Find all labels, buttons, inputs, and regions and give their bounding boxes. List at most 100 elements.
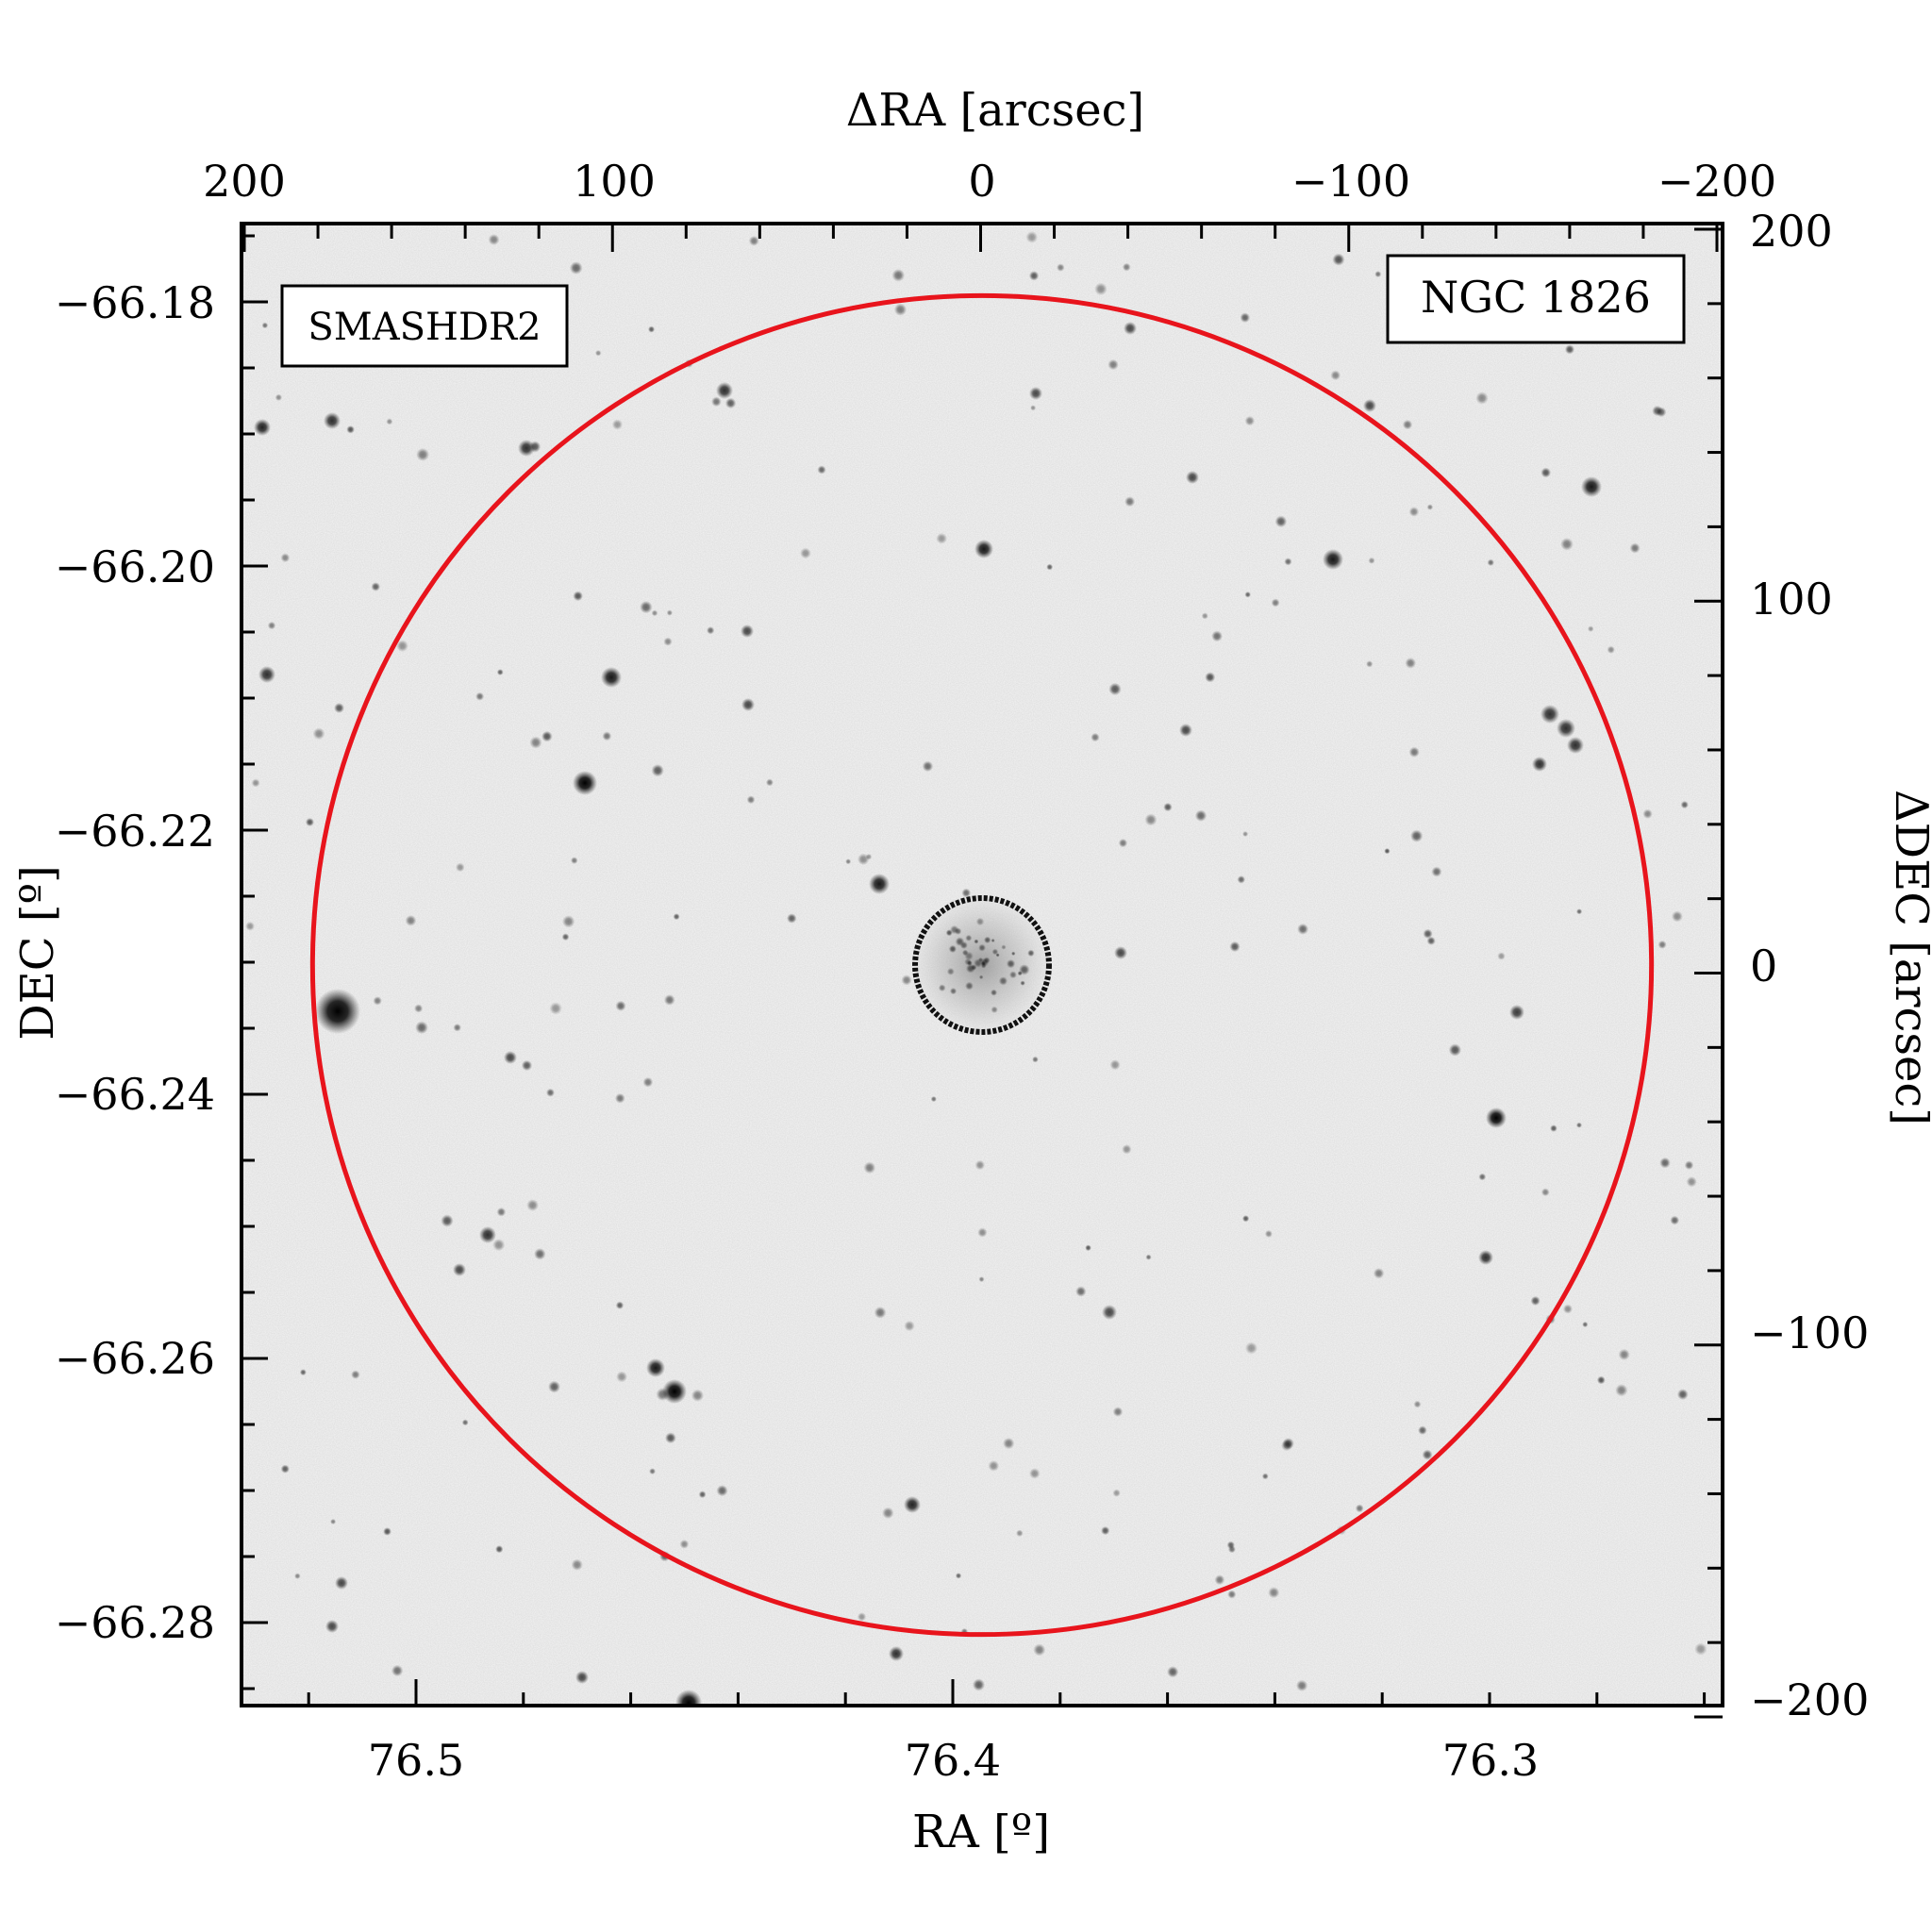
star: [1274, 515, 1288, 528]
star: [1122, 262, 1131, 272]
star: [488, 234, 500, 246]
star: [1384, 847, 1391, 855]
star: [1670, 1215, 1680, 1225]
star: [1562, 1304, 1574, 1314]
star: [541, 730, 553, 742]
star: [1295, 1679, 1308, 1691]
star: [863, 1161, 876, 1174]
star: [1242, 830, 1249, 838]
right-tick-label: −200: [1750, 1674, 1869, 1725]
star: [1240, 312, 1251, 324]
star: [261, 322, 269, 329]
star: [640, 600, 653, 614]
star: [1582, 1321, 1589, 1328]
star: [1564, 344, 1575, 355]
star: [1145, 1254, 1152, 1260]
star: [711, 396, 722, 408]
star: [1027, 949, 1035, 958]
star: [594, 349, 602, 357]
star: [312, 727, 325, 741]
star: [974, 540, 993, 558]
star: [325, 1620, 339, 1633]
star: [1497, 952, 1506, 960]
axis-ticks: [242, 224, 1723, 1719]
star: [922, 760, 934, 773]
star: [983, 936, 991, 944]
star: [746, 795, 756, 805]
star: [1410, 829, 1424, 842]
left-tick-label: −66.22: [55, 806, 215, 857]
survey-label-box: SMASHDR2: [280, 284, 569, 368]
star: [1422, 1449, 1433, 1460]
survey-label: SMASHDR2: [308, 306, 541, 349]
star: [786, 913, 797, 924]
star: [1179, 724, 1192, 737]
top-tick-label: 100: [573, 156, 656, 207]
star: [1163, 802, 1173, 812]
star: [1448, 1043, 1462, 1057]
star: [978, 974, 984, 980]
star: [1112, 1489, 1121, 1497]
star: [936, 532, 948, 544]
star: [1366, 660, 1374, 668]
star: [998, 976, 1008, 986]
star: [1244, 1341, 1258, 1355]
object-label: NGC 1826: [1421, 272, 1651, 323]
star: [495, 1545, 504, 1554]
star: [857, 1612, 867, 1622]
star: [1408, 507, 1420, 517]
star: [765, 778, 774, 787]
star: [258, 666, 275, 683]
star: [1509, 1005, 1524, 1020]
outer-region-circle: [309, 292, 1655, 1638]
bottom-axis-title: RA [º]: [912, 1806, 1050, 1858]
star: [573, 771, 597, 795]
star: [496, 1207, 507, 1217]
star: [1214, 1574, 1225, 1586]
star: [1478, 1173, 1487, 1181]
star: [453, 1263, 466, 1276]
star: [1091, 732, 1100, 742]
star: [1478, 1250, 1493, 1265]
star: [724, 397, 737, 409]
star: [1094, 282, 1108, 296]
top-axis: 200 100 0 −100 −200 ΔRA [arcsec]: [203, 84, 1776, 207]
star: [371, 582, 381, 591]
star: [949, 924, 959, 935]
star: [1006, 958, 1016, 969]
star: [549, 1002, 562, 1015]
star: [691, 1389, 705, 1402]
star: [647, 325, 656, 333]
star: [817, 465, 826, 475]
star: [1550, 1124, 1557, 1132]
star: [1541, 705, 1559, 724]
star: [995, 953, 1000, 958]
star: [1186, 471, 1199, 484]
star: [651, 764, 664, 777]
star: [1211, 630, 1224, 642]
object-label-box: NGC 1826: [1386, 254, 1686, 344]
star: [1244, 415, 1256, 426]
star: [415, 1021, 428, 1035]
star: [396, 640, 408, 653]
star: [1596, 1375, 1606, 1385]
right-tick-label: −100: [1750, 1307, 1869, 1358]
star: [955, 1573, 962, 1579]
star: [1684, 1160, 1694, 1171]
star: [1323, 549, 1343, 570]
star: [965, 981, 974, 991]
star: [965, 934, 973, 941]
star: [1075, 1286, 1087, 1297]
left-tick-label: −66.18: [55, 277, 215, 328]
star: [865, 853, 873, 860]
star: [1264, 1229, 1273, 1239]
star: [373, 996, 382, 1006]
star: [651, 609, 658, 617]
star: [706, 626, 715, 635]
left-axis: −66.18 −66.20 −66.22 −66.24 −66.26 −66.2…: [11, 277, 215, 1648]
star: [741, 625, 754, 638]
star: [904, 1496, 921, 1513]
bottom-tick-label: 76.4: [905, 1735, 1001, 1786]
star: [1124, 496, 1136, 508]
star: [673, 913, 680, 921]
